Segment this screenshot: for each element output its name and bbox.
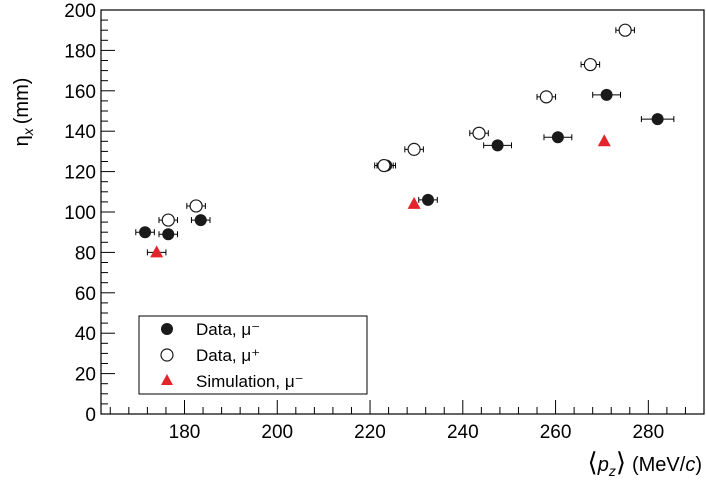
y-axis-subscript: x <box>20 127 36 136</box>
axis-layer: 0 20 40 60 80 100 120 140 160 180 200 180 200 220 240 2… <box>64 1 705 443</box>
legend-label-data-mu-minus: Data, μ⁻ <box>196 320 260 339</box>
y-axis-title: ηx (mm) <box>11 78 36 147</box>
y-tick-label: 200 <box>64 1 96 22</box>
legend-label-data-mu-plus: Data, μ⁺ <box>196 346 260 365</box>
x-axis-title: ⟨pz⟩ (MeV/c) <box>588 447 702 479</box>
x-tick-label: 240 <box>447 422 479 443</box>
data-point-mu-plus <box>407 142 421 156</box>
data-point-mu-plus <box>377 158 391 173</box>
y-tick-label: 160 <box>64 82 96 103</box>
data-point-simulation <box>407 196 421 209</box>
x-tick-label: 180 <box>169 422 201 443</box>
data-point-mu-minus <box>491 139 504 152</box>
data-point-simulation <box>597 134 611 147</box>
legend-label-simulation: Simulation, μ⁻ <box>196 372 304 391</box>
data-point-mu-plus <box>472 126 486 140</box>
x-tick-label: 220 <box>354 422 386 443</box>
data-point-mu-plus <box>618 23 632 37</box>
y-tick-label: 40 <box>75 324 96 345</box>
x-tick-label: 260 <box>540 422 572 443</box>
legend-marker-simulation <box>161 374 173 385</box>
data-point-mu-minus <box>422 193 435 206</box>
x-axis-unit-suffix: ) <box>695 454 702 476</box>
data-point-mu-minus <box>162 228 175 241</box>
marker-layer <box>139 23 664 258</box>
data-point-mu-minus <box>194 214 207 227</box>
x-axis-subscript: z <box>608 463 616 479</box>
x-axis-symbol: p <box>597 454 609 476</box>
data-point-simulation <box>150 245 164 258</box>
data-point-mu-plus <box>539 90 553 104</box>
data-point-mu-minus <box>551 131 564 144</box>
y-tick-label: 60 <box>75 284 96 305</box>
legend-marker-data-mu-plus <box>160 348 174 362</box>
x-axis-close-bracket: ⟩ <box>616 447 626 477</box>
data-point-mu-plus <box>161 213 175 227</box>
y-tick-label: 100 <box>64 203 96 224</box>
y-tick-label: 80 <box>75 243 96 264</box>
y-tick-label: 20 <box>75 365 96 386</box>
data-point-mu-minus <box>651 113 664 126</box>
y-axis-unit: (mm) <box>11 78 33 125</box>
legend-box <box>138 315 368 395</box>
data-point-mu-plus <box>189 199 203 213</box>
data-point-mu-plus <box>583 57 597 72</box>
legend: Data, μ⁻ Data, μ⁺ Simulation, μ⁻ <box>138 315 368 395</box>
x-axis-unit-var: c <box>685 454 695 476</box>
x-tick-label: 280 <box>632 422 664 443</box>
x-axis-unit-prefix: (MeV/ <box>632 454 686 476</box>
y-tick-label: 0 <box>85 405 96 426</box>
y-axis-symbol: η <box>11 135 33 146</box>
y-tick-label: 120 <box>64 163 96 184</box>
x-axis-open-bracket: ⟨ <box>588 447 598 477</box>
x-tick-label: 200 <box>261 422 293 443</box>
y-tick-label: 140 <box>64 122 96 143</box>
legend-marker-data-mu-minus <box>161 323 173 335</box>
y-tick-label: 180 <box>64 41 96 62</box>
data-point-mu-minus <box>139 226 152 239</box>
data-point-mu-minus <box>600 88 613 101</box>
